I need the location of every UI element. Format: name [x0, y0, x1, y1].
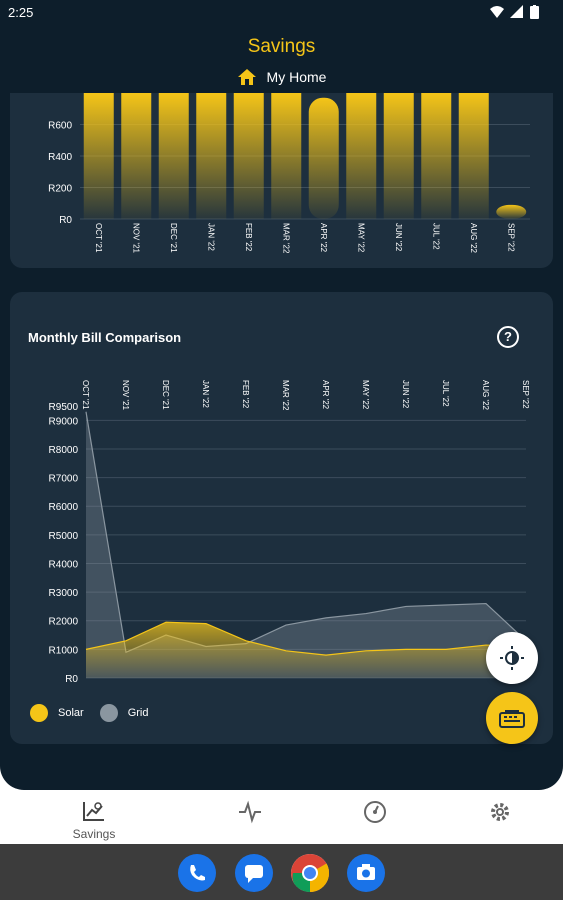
grid-series-area — [86, 411, 526, 678]
x-tick-label: JAN '22 — [206, 223, 215, 251]
pulse-icon — [239, 800, 261, 824]
y-tick-label: R200 — [48, 184, 72, 195]
x-tick-label: JAN '22 — [201, 380, 210, 408]
bottom-nav: Savings — [0, 790, 563, 844]
chrome-icon[interactable] — [291, 854, 330, 893]
home-selector[interactable]: My Home — [0, 68, 563, 86]
bar — [496, 204, 527, 219]
x-tick-label: DEC '21 — [169, 223, 178, 253]
savings-bar-chart: R0 R200 R400 R600 OCT '21 NOV '21 DEC '21 JAN '… — [48, 93, 530, 254]
bar — [196, 93, 227, 219]
bar — [346, 93, 377, 219]
solar-series-area — [86, 622, 526, 678]
y-tick-label: R0 — [59, 215, 72, 226]
home-icon — [237, 69, 256, 85]
bar — [83, 93, 114, 219]
system-dock — [0, 844, 563, 900]
x-tick-label: AUG '22 — [469, 223, 478, 254]
y-tick-label: R7000 — [49, 474, 79, 485]
x-tick-label: OCT '21 — [94, 223, 103, 253]
y-tick-label: R0 — [65, 674, 78, 685]
x-tick-label: APR '22 — [321, 380, 330, 410]
bill-comparison-chart: R0 R1000 R2000 R3000 R4000 R5000 R6000 R7000 R80… — [49, 380, 530, 685]
app-frame: 2:25 Savings My Home R0 R200 R400 R600 OCT '… — [0, 0, 563, 790]
solar-legend-label: Solar — [58, 707, 84, 719]
bar — [121, 93, 152, 219]
x-tick-label: FEB '22 — [244, 223, 253, 252]
x-tick-label: JUN '22 — [401, 380, 410, 409]
x-tick-label: JUL '22 — [431, 223, 440, 250]
x-tick-label: JUN '22 — [394, 223, 403, 252]
question-circle-icon[interactable]: ? — [497, 326, 519, 348]
nav-item-settings[interactable] — [460, 800, 540, 827]
bar — [158, 93, 189, 219]
x-tick-label: NOV '21 — [131, 223, 140, 254]
y-tick-label: R400 — [48, 152, 72, 163]
brightness-icon — [500, 646, 524, 670]
savings-chart-icon — [83, 802, 104, 821]
y-tick-label: R5000 — [49, 531, 79, 542]
x-tick-label: SEP '22 — [506, 223, 515, 252]
phone-icon[interactable] — [178, 854, 216, 892]
bill-comparison-card: Monthly Bill Comparison ? R0 R1000 R2000 R3… — [10, 292, 553, 744]
x-tick-label: MAR '22 — [281, 223, 290, 254]
status-bar: 2:25 — [0, 0, 563, 26]
y-tick-label: R2000 — [49, 617, 79, 628]
x-tick-label: NOV '21 — [121, 380, 130, 411]
x-tick-label: FEB '22 — [241, 380, 250, 409]
y-tick-label: R1000 — [49, 645, 79, 656]
y-tick-label: R600 — [48, 121, 72, 132]
battery-icon — [530, 5, 539, 19]
x-tick-label: OCT '21 — [81, 380, 90, 410]
bar — [458, 93, 489, 219]
messages-icon[interactable] — [235, 854, 273, 892]
solar-series-line — [85, 621, 527, 656]
chart-legend: Solar Grid — [30, 704, 148, 722]
nav-label-savings: Savings — [72, 827, 116, 841]
nav-item-pulse[interactable] — [210, 800, 290, 827]
y-tick-label: R8000 — [49, 445, 79, 456]
bar — [271, 93, 302, 219]
x-tick-label: APR '22 — [319, 223, 328, 253]
keyboard-icon — [499, 710, 525, 728]
keyboard-fab[interactable] — [486, 692, 538, 744]
y-tick-label: R9000 — [49, 416, 79, 427]
home-label: My Home — [266, 69, 327, 85]
gear-icon — [491, 803, 509, 821]
x-tick-label: MAR '22 — [281, 380, 290, 411]
signal-icon — [510, 5, 523, 18]
nav-item-gauge[interactable] — [335, 800, 415, 827]
status-time: 2:25 — [8, 5, 34, 20]
grid-legend-label: Grid — [127, 707, 149, 719]
brightness-fab[interactable] — [486, 632, 538, 684]
x-tick-label: MAY '22 — [356, 223, 365, 253]
x-tick-label: JUL '22 — [441, 380, 450, 407]
solar-legend-dot — [30, 704, 48, 722]
bar — [233, 93, 264, 219]
x-tick-label: AUG '22 — [481, 380, 490, 411]
y-tick-label: R6000 — [49, 502, 79, 513]
card-title: Monthly Bill Comparison — [28, 330, 182, 345]
status-icons — [490, 5, 539, 19]
savings-bar-card: R0 R200 R400 R600 OCT '21 NOV '21 DEC '21 JAN '… — [10, 93, 553, 268]
bar — [383, 93, 414, 219]
y-tick-label: R4000 — [49, 559, 79, 570]
nav-item-savings[interactable]: Savings — [54, 800, 134, 841]
camera-icon[interactable] — [347, 854, 385, 892]
y-tick-label: R3000 — [49, 588, 79, 599]
gauge-icon — [364, 801, 386, 823]
page-title: Savings — [247, 36, 316, 57]
bar — [308, 97, 339, 219]
wifi-icon — [490, 6, 504, 18]
x-tick-label: DEC '21 — [161, 380, 170, 410]
y-tick-label: R9500 — [49, 402, 79, 413]
bar — [421, 93, 452, 219]
grid-legend-dot — [99, 704, 118, 722]
x-tick-label: SEP '22 — [521, 380, 530, 409]
x-tick-label: MAY '22 — [361, 380, 370, 410]
